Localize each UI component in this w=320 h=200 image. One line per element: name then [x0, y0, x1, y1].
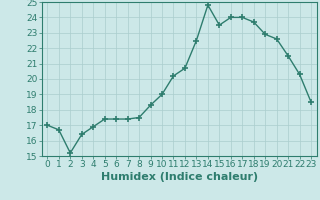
X-axis label: Humidex (Indice chaleur): Humidex (Indice chaleur): [100, 172, 258, 182]
